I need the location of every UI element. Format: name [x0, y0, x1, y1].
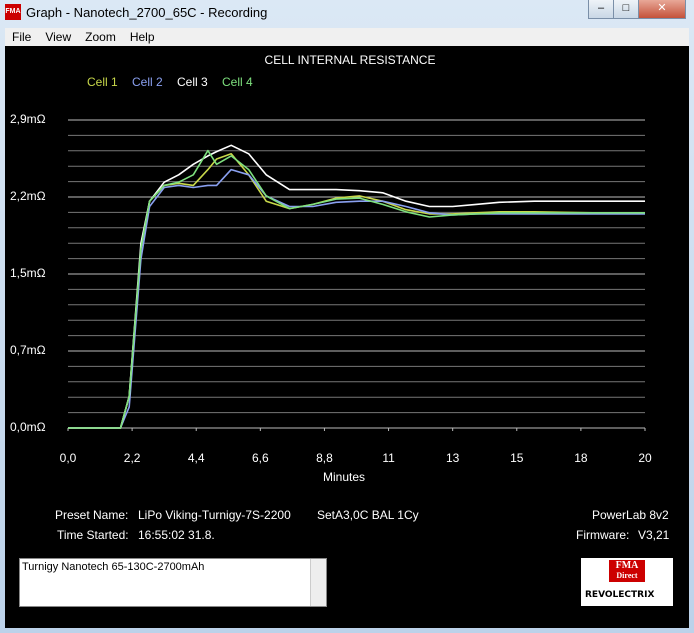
- y-tick-label: 0,7mΩ: [10, 343, 46, 357]
- x-tick-label: 11: [382, 451, 395, 465]
- device-value: PowerLab 8v2: [592, 508, 669, 522]
- graph-panel: CELL INTERNAL RESISTANCE Minutes 0,0mΩ 0,…: [5, 46, 689, 628]
- notes-text: Turnigy Nanotech 65-130C-2700mAh: [22, 561, 205, 573]
- series-line: [68, 168, 645, 429]
- legend-entry: Cell 4: [222, 75, 253, 89]
- legend-entry: Cell 3: [177, 75, 208, 89]
- setting-value: SetA3,0C BAL 1Cy: [317, 508, 419, 522]
- minimize-button[interactable]: –: [588, 0, 614, 19]
- logo: FMA Direct REVOLECTRIX: [581, 558, 673, 606]
- x-tick-label: 15: [510, 451, 524, 465]
- legend-entry: Cell 1: [87, 75, 118, 89]
- menu-item[interactable]: View: [45, 30, 72, 44]
- series-line: [68, 144, 645, 429]
- x-tick-label: 13: [446, 451, 460, 465]
- firmware-value: V3,21: [638, 528, 670, 542]
- x-tick-label: 8,8: [316, 451, 333, 465]
- window-title: Graph - Nanotech_2700_65C - Recording: [26, 5, 268, 20]
- series-line: [68, 149, 645, 429]
- close-button[interactable]: ✕: [638, 0, 686, 19]
- scrollbar[interactable]: [310, 559, 326, 606]
- menu-item[interactable]: Zoom: [85, 30, 116, 44]
- chart-title: CELL INTERNAL RESISTANCE: [265, 53, 436, 67]
- logo-top: FMA: [615, 560, 639, 571]
- logo-bottom: REVOLECTRIX: [585, 590, 655, 600]
- x-tick-label: 20: [638, 451, 652, 465]
- logo-middle: Direct: [616, 571, 638, 580]
- x-tick-label: 0,0: [60, 451, 77, 465]
- x-tick-label: 2,2: [124, 451, 141, 465]
- firmware-label: Firmware:: [576, 528, 630, 542]
- chart: CELL INTERNAL RESISTANCE Minutes 0,0mΩ 0,…: [10, 53, 652, 484]
- notes-textbox[interactable]: Turnigy Nanotech 65-130C-2700mAh: [19, 558, 327, 607]
- legend-entry: Cell 2: [132, 75, 163, 89]
- maximize-button[interactable]: □: [613, 0, 639, 19]
- app-icon: FMA: [5, 4, 21, 20]
- preset-label: Preset Name:: [55, 508, 129, 522]
- y-tick-label: 2,9mΩ: [10, 112, 46, 126]
- y-tick-label: 1,5mΩ: [10, 266, 46, 280]
- time-label: Time Started:: [57, 528, 129, 542]
- y-tick-label: 0,0mΩ: [10, 420, 46, 434]
- logo-badge: FMA Direct: [609, 560, 645, 582]
- x-tick-label: 6,6: [252, 451, 269, 465]
- y-tick-label: 2,2mΩ: [10, 189, 46, 203]
- x-tick-label: 18: [574, 451, 588, 465]
- x-axis-label: Minutes: [323, 470, 365, 484]
- preset-value: LiPo Viking-Turnigy-7S-2200: [138, 508, 291, 522]
- x-tick-label: 4,4: [188, 451, 205, 465]
- menu-bar: File View Zoom Help: [5, 28, 689, 46]
- time-value: 16:55:02 31.8.: [138, 528, 215, 542]
- menu-item[interactable]: Help: [129, 30, 155, 44]
- menu-item[interactable]: File: [12, 30, 32, 44]
